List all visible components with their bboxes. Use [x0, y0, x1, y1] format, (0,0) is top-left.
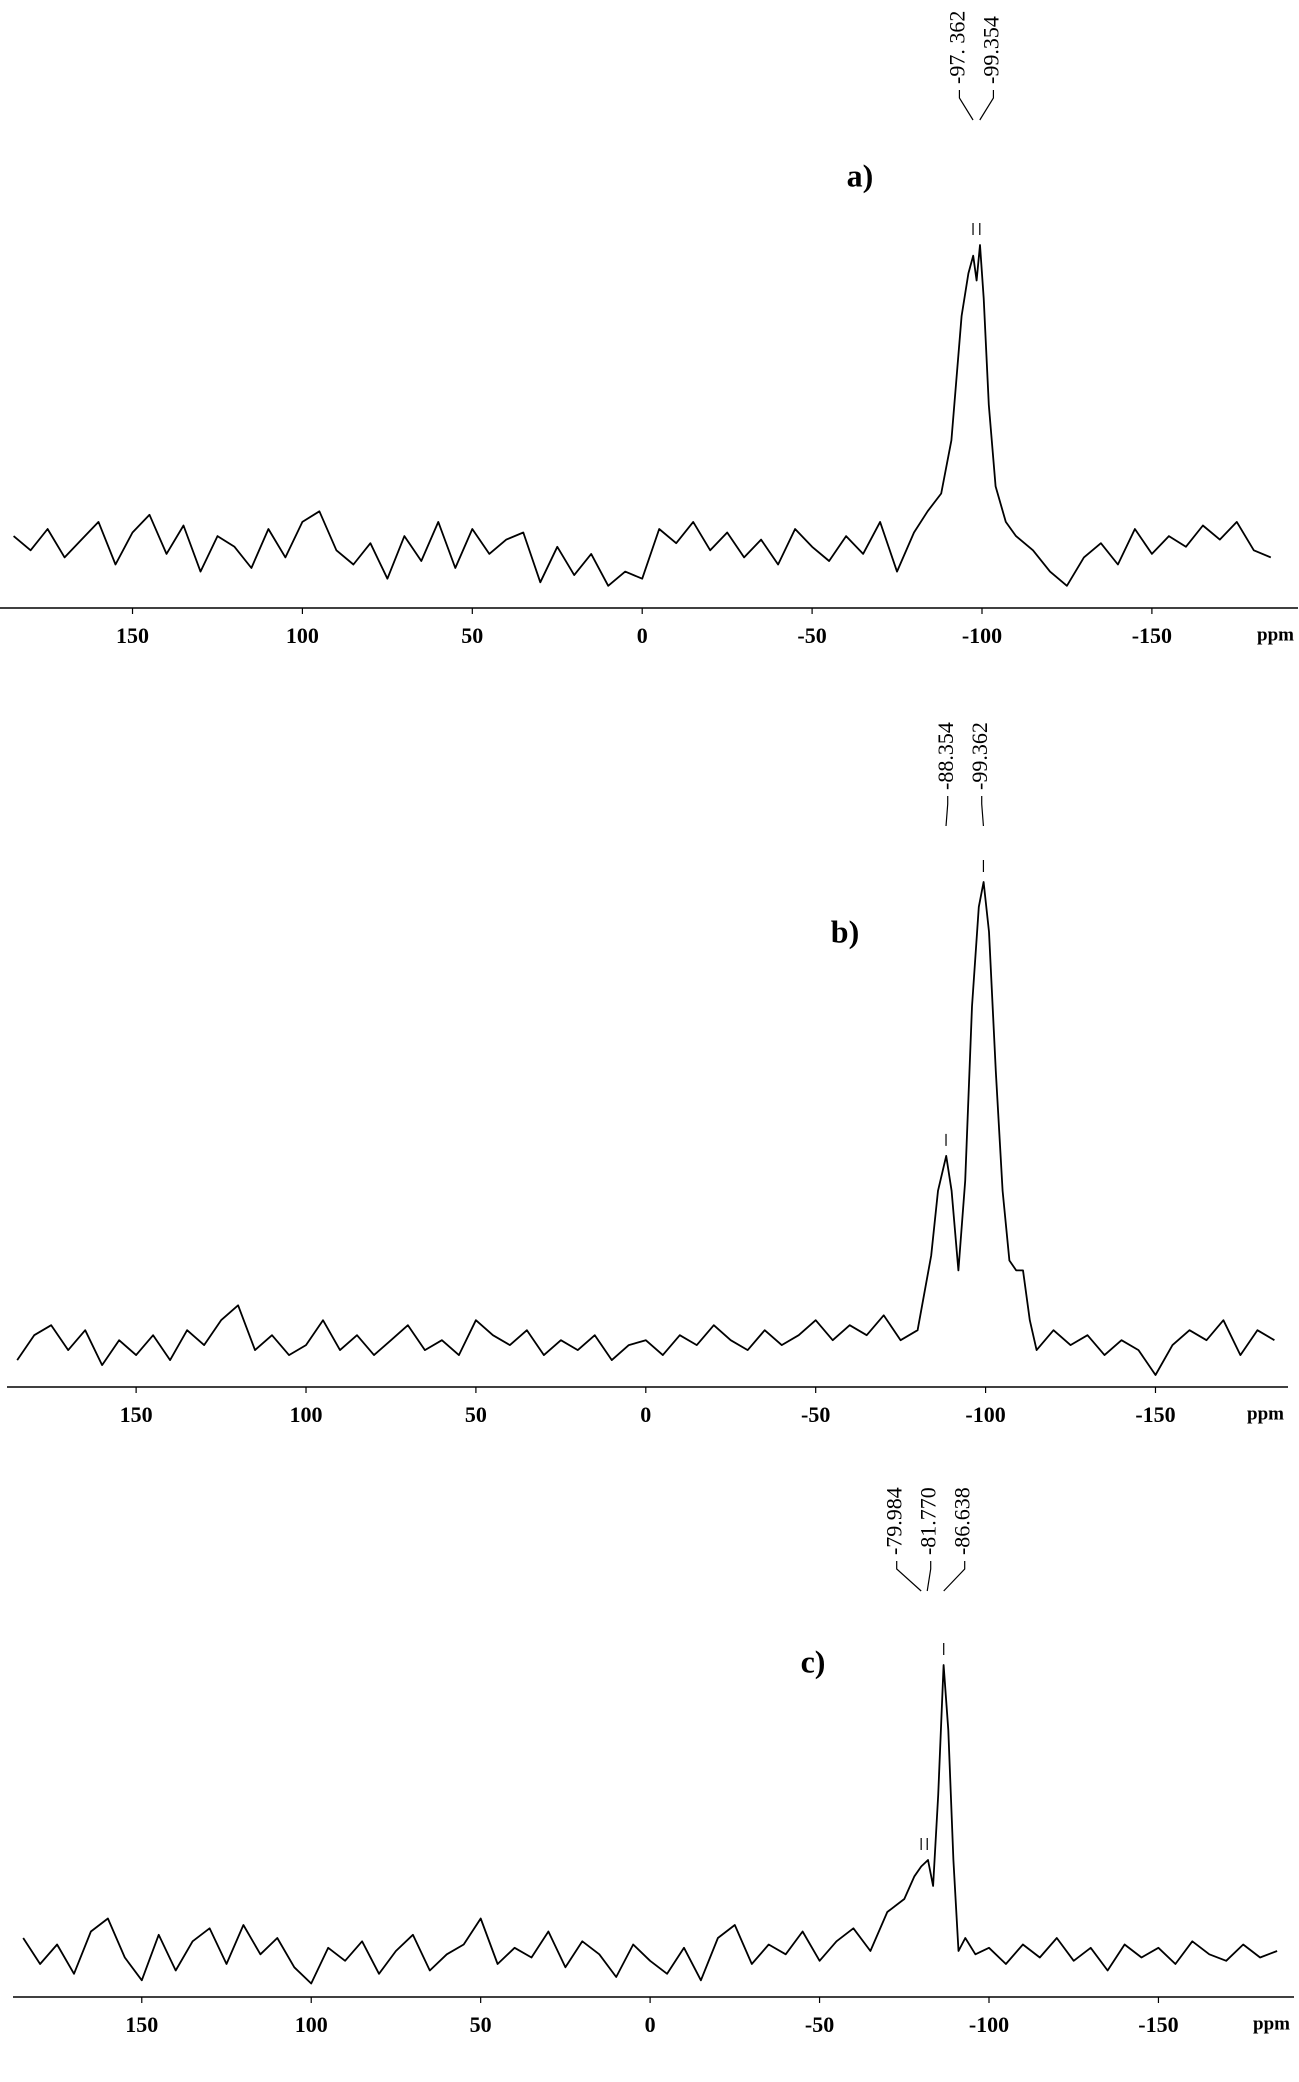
x-tick-label: -50 — [805, 2012, 834, 2037]
panel-label: a) — [847, 157, 874, 193]
peak-leader — [958, 90, 974, 121]
x-tick-label: 100 — [290, 1402, 323, 1427]
x-tick-label: -100 — [969, 2012, 1009, 2037]
x-tick-label: 100 — [295, 2012, 328, 2037]
spectrum-line — [16, 881, 1275, 1376]
peak-label: -86.638 — [950, 1487, 975, 1555]
x-tick-label: -150 — [1138, 2012, 1178, 2037]
peak-label: -79.984 — [882, 1487, 907, 1555]
peak-leader — [896, 1561, 922, 1592]
x-tick-label: 0 — [637, 623, 648, 648]
x-tick-label: 50 — [461, 623, 483, 648]
panel-label: c) — [801, 1643, 826, 1679]
x-tick-label: -150 — [1135, 1402, 1175, 1427]
x-tick-label: -150 — [1132, 623, 1172, 648]
x-tick-label: -100 — [962, 623, 1002, 648]
x-axis-label: ppm — [1247, 1403, 1284, 1424]
x-tick-label: 150 — [120, 1402, 153, 1427]
spectrum-line — [13, 244, 1272, 587]
x-tick-label: 50 — [465, 1402, 487, 1427]
peak-leader — [981, 796, 985, 827]
x-tick-label: 50 — [470, 2012, 492, 2037]
x-tick-label: -50 — [801, 1402, 830, 1427]
x-tick-label: 100 — [286, 623, 319, 648]
peak-label: -88.354 — [933, 722, 958, 790]
panel-label: b) — [831, 913, 859, 949]
peak-label: -99.354 — [978, 16, 1003, 84]
x-axis-label: ppm — [1257, 624, 1294, 645]
x-tick-label: -50 — [797, 623, 826, 648]
peak-label: -99.362 — [967, 722, 992, 790]
peak-label: -97. 362 — [944, 11, 969, 84]
spectrum-line — [22, 1664, 1278, 1985]
peak-leader — [926, 1561, 932, 1592]
x-tick-label: 150 — [125, 2012, 158, 2037]
x-tick-label: 0 — [645, 2012, 656, 2037]
peak-leader — [943, 1561, 966, 1592]
peak-label: -81.770 — [916, 1487, 941, 1555]
x-tick-label: 0 — [640, 1402, 651, 1427]
peak-leader — [979, 90, 995, 121]
x-tick-label: 150 — [116, 623, 149, 648]
x-tick-label: -100 — [965, 1402, 1005, 1427]
x-axis-label: ppm — [1253, 2013, 1290, 2034]
peak-leader — [945, 796, 949, 827]
